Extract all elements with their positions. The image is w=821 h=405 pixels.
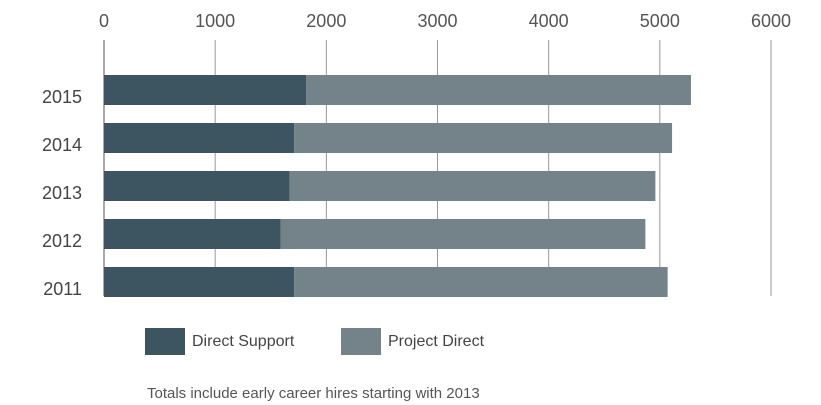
x-tick-label: 3000 <box>417 11 457 31</box>
legend-label: Project Direct <box>388 333 485 350</box>
x-tick-label: 1000 <box>195 11 235 31</box>
bar <box>104 219 281 249</box>
bar <box>104 267 295 297</box>
y-tick-label: 2012 <box>42 231 82 251</box>
x-tick-label: 6000 <box>751 11 791 31</box>
legend-label: Direct Support <box>192 333 295 350</box>
bar <box>294 123 673 153</box>
chart-note: Totals include early career hires starti… <box>147 385 480 402</box>
bar <box>104 75 307 105</box>
bar <box>280 219 646 249</box>
legend-swatch <box>341 328 381 355</box>
x-tick-label: 2000 <box>306 11 346 31</box>
y-tick-label: 2015 <box>42 87 82 107</box>
bar <box>104 123 295 153</box>
bar <box>104 171 290 201</box>
bar <box>294 267 668 297</box>
bar <box>289 171 656 201</box>
y-tick-label: 2013 <box>42 183 82 203</box>
y-tick-label: 2014 <box>42 135 82 155</box>
legend-swatch <box>145 328 185 355</box>
x-tick-label: 4000 <box>529 11 569 31</box>
y-tick-label: 2011 <box>43 279 82 299</box>
x-tick-label: 0 <box>99 11 109 31</box>
x-tick-label: 5000 <box>640 11 680 31</box>
bar <box>306 75 691 105</box>
